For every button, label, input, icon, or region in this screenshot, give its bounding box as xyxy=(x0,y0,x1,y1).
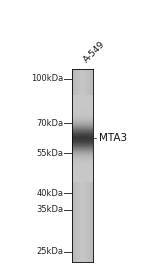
Text: 40kDa: 40kDa xyxy=(36,189,63,198)
Text: MTA3: MTA3 xyxy=(99,133,127,143)
Text: 25kDa: 25kDa xyxy=(36,247,63,256)
Text: A-549: A-549 xyxy=(82,39,107,64)
Text: 100kDa: 100kDa xyxy=(31,74,63,83)
Text: 35kDa: 35kDa xyxy=(36,205,63,214)
Text: 55kDa: 55kDa xyxy=(36,149,63,158)
Text: 70kDa: 70kDa xyxy=(36,119,63,128)
